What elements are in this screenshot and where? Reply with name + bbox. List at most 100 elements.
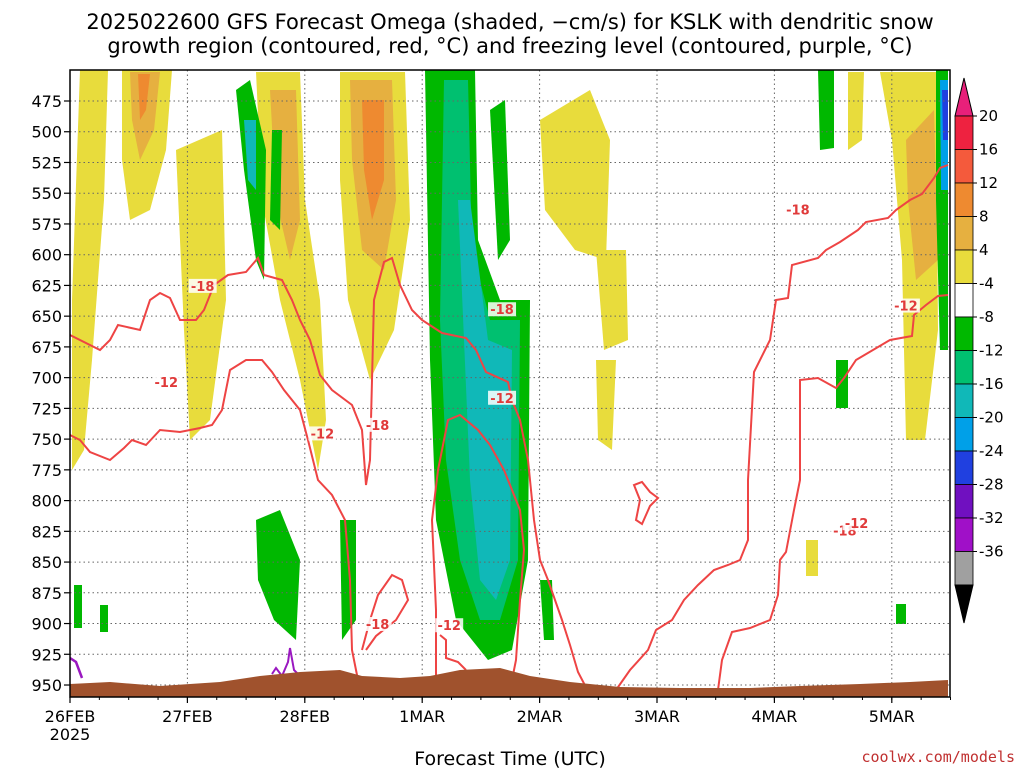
y-tick-label: 575 — [31, 215, 62, 234]
omega-band — [596, 360, 616, 450]
colorbar-swatch — [954, 450, 974, 485]
contour-minus-12-east — [717, 294, 949, 691]
colorbar-label: -4 — [979, 275, 994, 293]
x-axis-title: Forecast Time (UTC) — [414, 748, 605, 768]
omega-band — [596, 250, 628, 350]
y-tick-label: 750 — [31, 430, 62, 449]
omega-band — [806, 540, 818, 576]
contour-label-bg — [363, 616, 392, 631]
contour-label-bg — [891, 298, 920, 313]
y-tick-label: 725 — [31, 399, 62, 418]
freezing-level-contour — [70, 656, 84, 679]
contour-label-bg — [363, 417, 392, 432]
x-tick-label: 3MAR — [634, 707, 680, 726]
y-tick-label: 500 — [31, 123, 62, 142]
colorbar-swatch — [954, 383, 974, 418]
omega-band — [100, 605, 108, 632]
omega-band — [72, 70, 108, 470]
contour-label-bg — [152, 374, 181, 389]
contour-label-bg — [842, 516, 871, 531]
chart-title-line-1: 2025022600 GFS Forecast Omega (shaded, −… — [86, 10, 933, 34]
colorbar-label: 4 — [979, 241, 989, 259]
colorbar-label: -16 — [979, 375, 1004, 393]
contour-minus-12-small — [439, 634, 467, 671]
contour-label-bg — [435, 618, 464, 633]
contour-label: -18 — [366, 419, 390, 434]
contour-label: -12 — [437, 619, 461, 634]
colorbar-label: -28 — [979, 476, 1004, 494]
y-tick-label: 850 — [31, 553, 62, 572]
colorbar-label: -20 — [979, 409, 1004, 427]
contour-minus-12-mid — [430, 413, 526, 691]
y-tick-label: 550 — [31, 184, 62, 203]
contour-label: -12 — [845, 517, 869, 532]
colorbar: 20 16 12 8 4 -4 -8 -12 -16 -20 -24 -28 -32 -36 — [954, 77, 1004, 624]
contour-label-bg — [488, 302, 517, 317]
contour-label-bg — [188, 278, 217, 293]
omega-band — [458, 200, 512, 600]
x-tick-label: 5MAR — [869, 707, 915, 726]
colorbar-label: -32 — [979, 509, 1004, 527]
credit-text: coolwx.com/models — [861, 748, 1015, 766]
y-tick-label: 775 — [31, 461, 62, 480]
contour-label-bg — [308, 426, 337, 441]
freezing-level-contour — [271, 647, 301, 678]
x-tick-label: 28FEB — [279, 707, 330, 726]
y-tick-label: 900 — [31, 615, 62, 634]
contour-minus-18-east — [615, 164, 949, 691]
contour-label: -12 — [894, 300, 918, 315]
y-tick-label: 700 — [31, 369, 62, 388]
omega-band — [74, 585, 82, 628]
contour-label: -18 — [786, 204, 810, 219]
x-tick-label: 27FEB — [162, 707, 213, 726]
y-tick-label: 875 — [31, 584, 62, 603]
y-tick-label: 525 — [31, 153, 62, 172]
y-tick-label: 475 — [31, 92, 62, 111]
colorbar-label: 20 — [979, 107, 998, 125]
colorbar-label: -12 — [979, 342, 1004, 360]
omega-band — [836, 360, 848, 408]
omega-shading — [72, 70, 948, 660]
omega-band — [942, 90, 948, 140]
omega-band — [130, 72, 160, 160]
contour-minus-12-west — [70, 359, 359, 681]
contour-closed-east — [632, 480, 660, 526]
terrain-ground — [70, 668, 948, 697]
y-tick-label: 675 — [31, 338, 62, 357]
y-tick-label: 925 — [31, 645, 62, 664]
omega-band — [896, 604, 906, 624]
colorbar-top-arrow — [954, 77, 974, 117]
colorbar-swatch — [954, 216, 974, 251]
y-tick-label: 650 — [31, 307, 62, 326]
contour-labels: -18-12-12-18-18 -12-18-12-18-18-12-12 — [152, 202, 920, 634]
y-tick-label: 800 — [31, 492, 62, 511]
colorbar-label: 16 — [979, 141, 998, 159]
colorbar-label: 12 — [979, 174, 998, 192]
contour-label: -12 — [311, 427, 335, 442]
colorbar-swatch — [954, 316, 974, 351]
omega-band — [340, 520, 356, 640]
y-tick-label: 950 — [31, 676, 62, 695]
chart-title-line-2: growth region (contoured, red, °C) and f… — [107, 34, 912, 58]
omega-band — [848, 72, 864, 150]
colorbar-swatch — [954, 350, 974, 385]
omega-band — [540, 580, 554, 640]
omega-band — [362, 100, 384, 220]
contour-label: -18 — [191, 280, 215, 295]
x-tick-label: 1MAR — [399, 707, 445, 726]
x-tick-label: 2MAR — [517, 707, 563, 726]
contour-label-bg — [783, 202, 812, 217]
contour-label: -18 — [490, 303, 514, 318]
x-tick-label: 4MAR — [751, 707, 797, 726]
colorbar-swatch — [954, 115, 974, 150]
colorbar-swatch — [954, 283, 974, 318]
y-tick-label: 625 — [31, 276, 62, 295]
colorbar-swatch — [954, 484, 974, 519]
colorbar-swatch — [954, 182, 974, 217]
x-tick-sublabel: 2025 — [50, 725, 91, 744]
colorbar-swatch — [954, 551, 974, 586]
temperature-contours — [70, 164, 949, 696]
omega-band — [256, 510, 300, 640]
